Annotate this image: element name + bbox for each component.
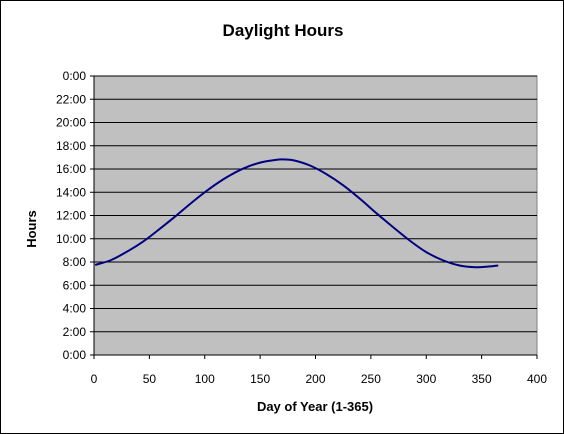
- y-tick-label: 4:00: [63, 302, 87, 316]
- x-tick-label: 200: [305, 372, 325, 386]
- y-tick-label: 8:00: [63, 255, 87, 269]
- x-tick-label: 350: [472, 372, 492, 386]
- y-axis-label: Hours: [24, 210, 39, 248]
- y-tick-label: 20:00: [56, 116, 86, 130]
- gridlines: [94, 75, 537, 333]
- x-tick-label: 150: [250, 372, 270, 386]
- x-tick-label: 300: [416, 372, 436, 386]
- x-axis-label: Day of Year (1-365): [257, 399, 373, 414]
- y-tick-label: 0:00: [63, 348, 87, 362]
- y-tick-label: 2:00: [63, 325, 87, 339]
- y-tick-label: 14:00: [56, 185, 86, 199]
- y-tick-label: 6:00: [63, 278, 87, 292]
- y-tick-label: 16:00: [56, 162, 86, 176]
- y-tick-label: 22:00: [56, 92, 86, 106]
- series-line-daylight: [94, 158, 499, 269]
- y-tick-label: 18:00: [56, 139, 86, 153]
- y-tick-label: 0:00: [63, 69, 87, 83]
- x-tick-label: 0: [91, 372, 98, 386]
- x-axis-ticks: 0 50 100 150 200 250 300 350 400: [91, 355, 547, 386]
- x-tick-label: 100: [195, 372, 215, 386]
- y-tick-label: 12:00: [56, 209, 86, 223]
- chart-title: Daylight Hours: [223, 21, 344, 40]
- x-tick-label: 50: [143, 372, 157, 386]
- x-tick-label: 400: [527, 372, 547, 386]
- y-tick-label: 10:00: [56, 232, 86, 246]
- x-tick-label: 250: [361, 372, 381, 386]
- y-axis-ticks: 0:00 2:00 4:00 6:00 8:00 10:00 12:00 14:00 16:00…: [56, 69, 94, 362]
